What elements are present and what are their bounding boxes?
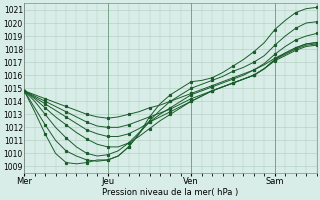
X-axis label: Pression niveau de la mer( hPa ): Pression niveau de la mer( hPa )	[102, 188, 238, 197]
